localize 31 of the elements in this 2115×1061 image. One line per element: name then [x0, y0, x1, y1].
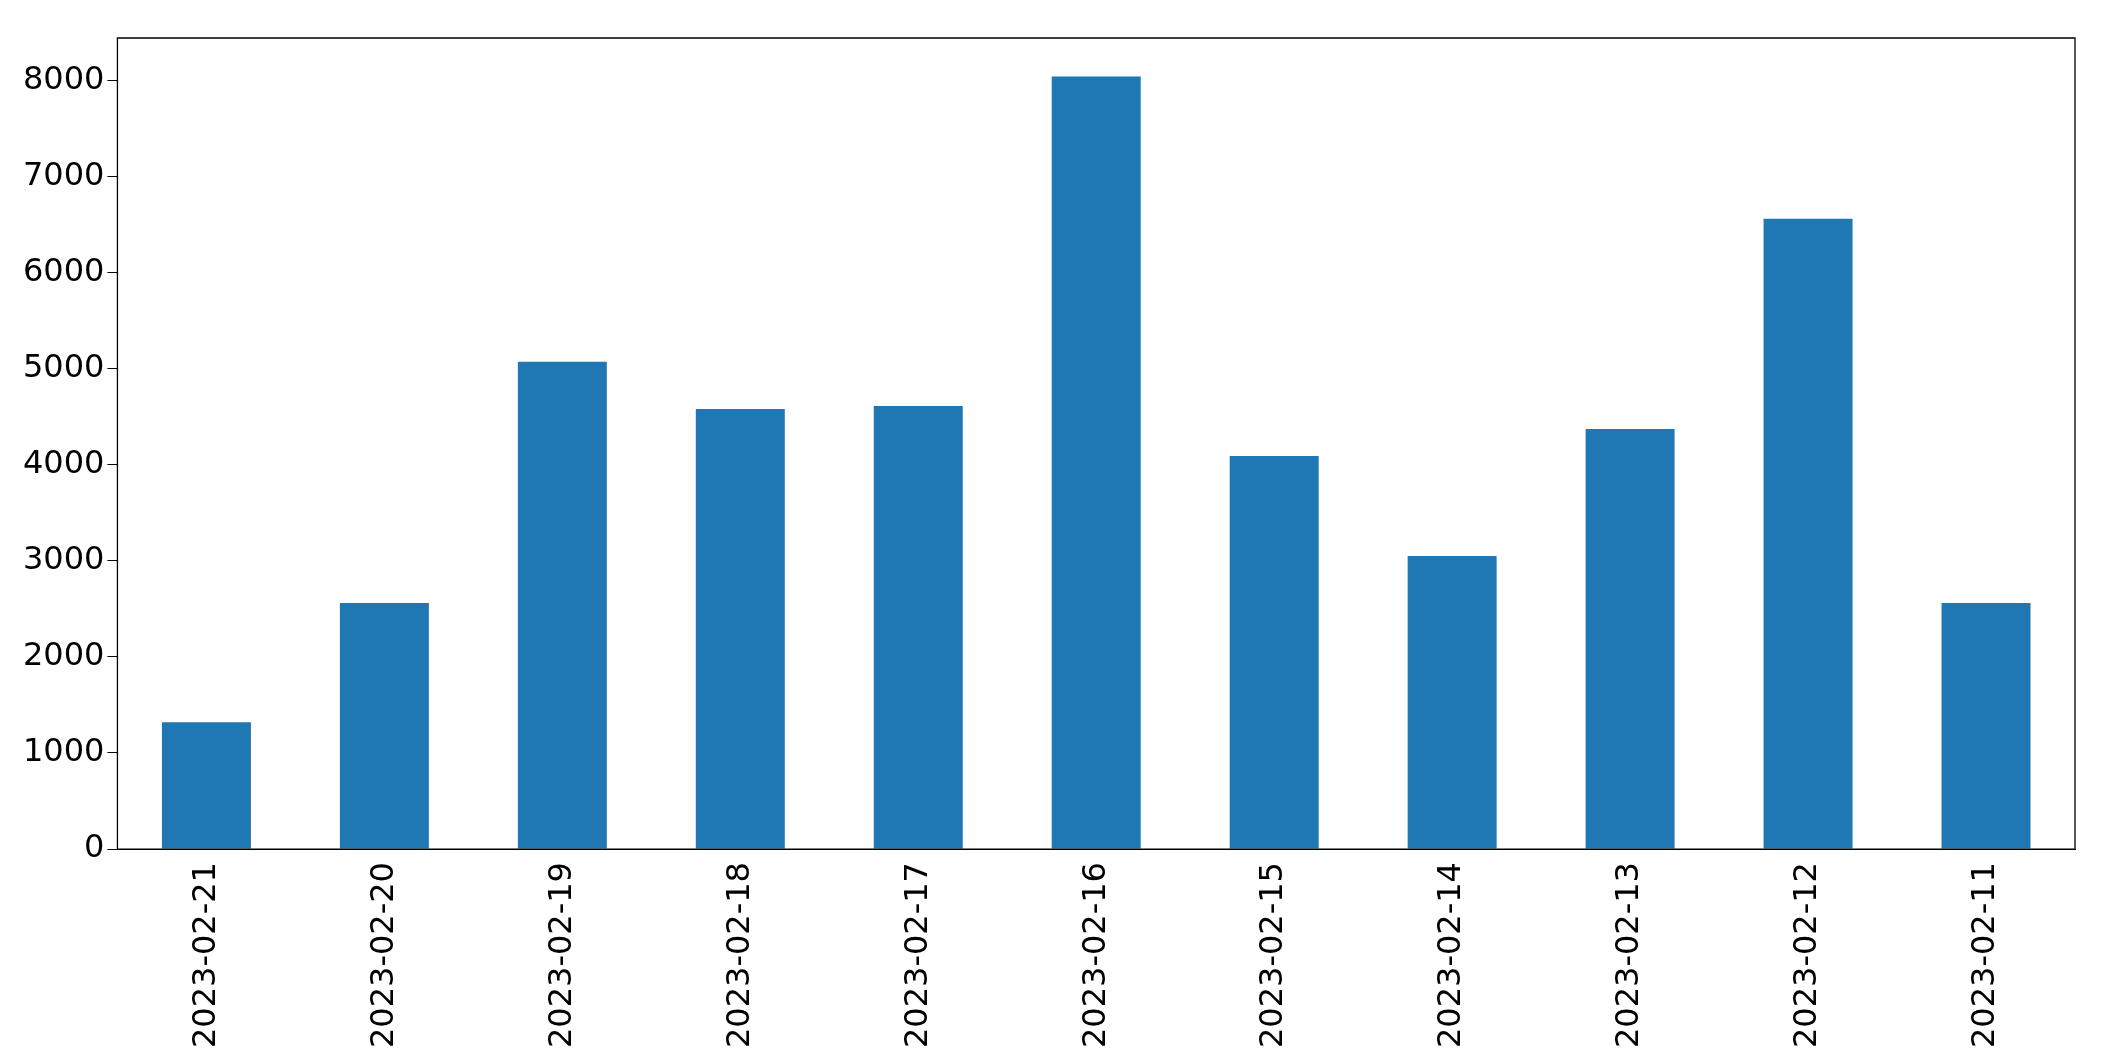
bar — [1051, 76, 1141, 849]
x-tick-label: 2023-02-17 — [896, 862, 935, 1048]
y-tick-label: 1000 — [23, 731, 105, 770]
y-tick-label: 8000 — [23, 58, 105, 97]
x-tick-label: 2023-02-14 — [1430, 862, 1469, 1048]
x-tick-label: 2023-02-11 — [1964, 862, 2003, 1048]
x-tick-label: 2023-02-13 — [1608, 862, 1647, 1048]
bar — [1585, 429, 1675, 849]
bar — [1763, 218, 1853, 849]
bar — [1407, 555, 1497, 849]
bar — [339, 603, 429, 849]
bar — [161, 722, 251, 849]
x-tick-label: 2023-02-19 — [540, 862, 579, 1048]
bar — [1941, 603, 2031, 849]
y-tick-label: 6000 — [23, 250, 105, 289]
bar — [1229, 456, 1319, 849]
x-tick-label: 2023-02-16 — [1074, 862, 1113, 1048]
y-tick-label: 7000 — [23, 154, 105, 193]
x-tick-label: 2023-02-20 — [362, 862, 401, 1048]
x-tick-label: 2023-02-12 — [1786, 862, 1825, 1048]
bar — [873, 406, 963, 849]
x-tick-label: 2023-02-21 — [184, 862, 223, 1048]
y-tick-label: 4000 — [23, 442, 105, 481]
y-tick-label: 0 — [84, 827, 105, 866]
y-tick-label: 2000 — [23, 635, 105, 674]
x-tick-label: 2023-02-15 — [1252, 862, 1291, 1048]
bar — [517, 361, 607, 849]
y-tick-label: 5000 — [23, 346, 105, 385]
x-tick-label: 2023-02-18 — [718, 862, 757, 1048]
y-tick-label: 3000 — [23, 539, 105, 578]
bar — [695, 408, 785, 849]
